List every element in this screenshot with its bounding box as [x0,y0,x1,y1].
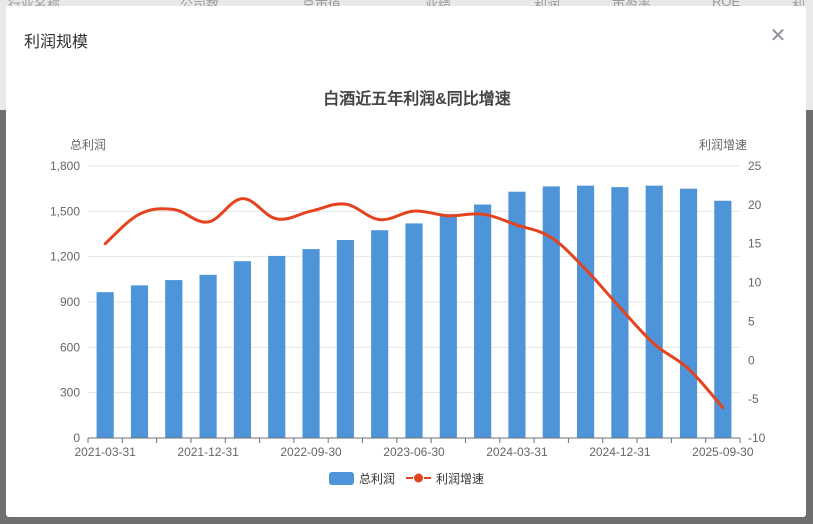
bar[interactable] [679,188,698,438]
chart-title: 白酒近五年利润&同比增速 [323,89,511,108]
y-right-tick-label: -10 [748,431,766,445]
close-icon[interactable]: ✕ [769,25,787,47]
legend-marker-line[interactable] [413,472,424,484]
growth-line[interactable] [103,197,725,410]
profit-scale-dialog: 利润规模 ✕ 白酒近五年利润&同比增速 总利润 利润增速 0 300 600 900 1… [6,6,806,517]
bar[interactable] [233,261,251,438]
y-left-tick-label: 600 [60,340,80,354]
x-tick-label: 2025-09-30 [692,445,754,459]
bar[interactable] [302,249,320,438]
bar[interactable] [371,230,389,438]
y-left-axis-label: 总利润 [70,138,106,152]
bar[interactable] [130,285,149,438]
bar[interactable] [96,292,114,438]
y-left-tick-label: 1,500 [50,204,80,218]
y-left-tick-label: 900 [60,295,80,309]
bar[interactable] [336,240,354,438]
y-right-tick-label: 5 [748,314,755,328]
bar[interactable] [714,200,732,438]
bar[interactable] [645,185,663,438]
y-right-tick-label: 25 [748,159,762,173]
bg-col-header: ROE [712,0,741,9]
y-right-tick-label: 20 [748,198,762,212]
legend-label-bar[interactable]: 总利润 [359,472,395,486]
bar[interactable] [577,185,595,438]
legend-swatch-bar[interactable] [329,472,354,485]
bar[interactable] [542,186,560,438]
y-right-axis-label: 利润增速 [699,138,747,152]
profit-chart: 白酒近五年利润&同比增速 总利润 利润增速 0 300 600 900 1,200 1,5… [50,89,766,486]
y-right-tick-label: -5 [748,392,759,406]
bar-series [96,185,732,438]
legend-label-line[interactable]: 利润增速 [436,472,484,486]
x-tick-label: 2022-09-30 [280,445,342,459]
y-right-tick-label: 10 [748,276,762,290]
line-series [103,197,725,410]
y-left-tick-label: 300 [60,386,80,400]
bar[interactable] [405,223,423,438]
bar[interactable] [611,187,629,438]
y-left-tick-label: 0 [73,431,80,445]
x-tick-label: 2021-12-31 [177,445,239,459]
bar[interactable] [268,255,286,438]
bar[interactable] [508,191,526,438]
y-right-tick-label: 0 [748,353,755,367]
legend[interactable]: 总利润 利润增速 [329,472,484,486]
x-tick-label: 2023-06-30 [383,445,445,459]
bar[interactable] [439,214,457,438]
x-tick-label: 2024-03-31 [486,445,548,459]
bar[interactable] [474,204,492,438]
axes: 03006009001,2001,5001,800-10-50510152025… [50,159,766,459]
x-tick-label: 2021-03-31 [74,445,136,459]
bar[interactable] [165,280,183,438]
y-left-tick-label: 1,800 [50,159,80,173]
y-right-tick-label: 15 [748,237,762,251]
x-tick-label: 2024-12-31 [589,445,651,459]
dialog-title: 利润规模 [24,34,89,51]
y-left-tick-label: 1,200 [50,250,80,264]
bar[interactable] [199,274,217,438]
